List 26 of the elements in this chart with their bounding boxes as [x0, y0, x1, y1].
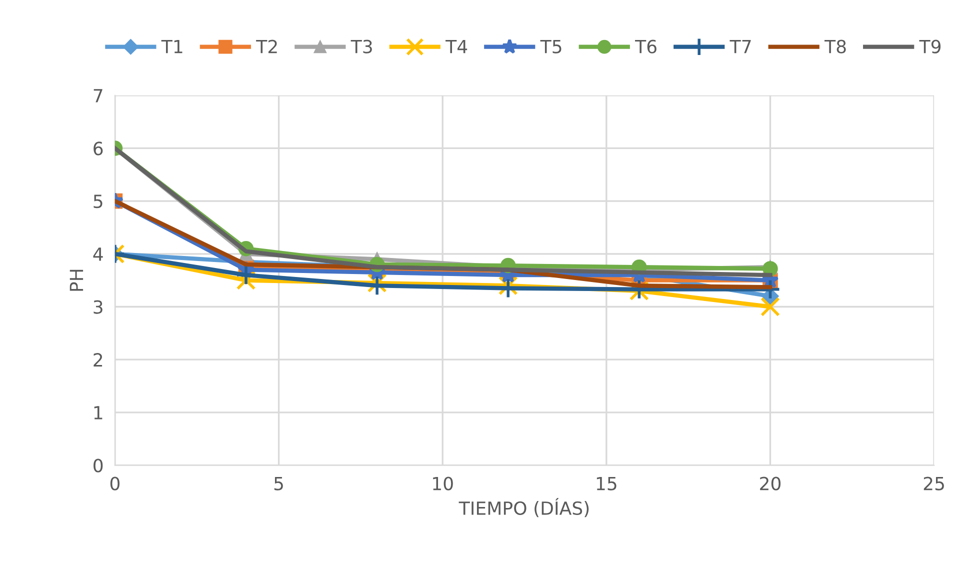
x-tick-label: 15 — [596, 476, 616, 490]
y-tick-label: 4 — [93, 248, 103, 261]
legend-label: T9 — [919, 40, 941, 54]
legend-label: T3 — [350, 40, 372, 54]
x-tick-label: 0 — [110, 476, 120, 490]
y-tick-label: 2 — [94, 353, 102, 366]
x-tick-label: 20 — [760, 476, 781, 490]
y-tick-label: 1 — [94, 406, 102, 420]
point — [760, 297, 780, 316]
x-tick-label: 10 — [433, 476, 453, 490]
y-tick-label: 5 — [94, 194, 102, 208]
x-tick-label: 25 — [924, 476, 944, 490]
y-tick-label: 3 — [94, 300, 102, 314]
legend-label: T4 — [446, 40, 468, 54]
y-axis-title: PH — [70, 270, 84, 291]
y-tick-label: 7 — [94, 89, 102, 102]
legend-label: T6 — [635, 40, 656, 54]
legend-label: T8 — [824, 40, 846, 54]
x-tick-label: 5 — [274, 476, 283, 490]
y-tick-label: 0 — [94, 458, 103, 472]
x-axis-title: TIEMPO (DÍAS) — [458, 498, 589, 518]
y-tick-label: 6 — [94, 142, 103, 156]
legend-label: T5 — [540, 40, 562, 54]
legend-label: T2 — [256, 40, 277, 54]
legend-label: T7 — [730, 40, 751, 54]
legend-label: T1 — [161, 40, 182, 54]
